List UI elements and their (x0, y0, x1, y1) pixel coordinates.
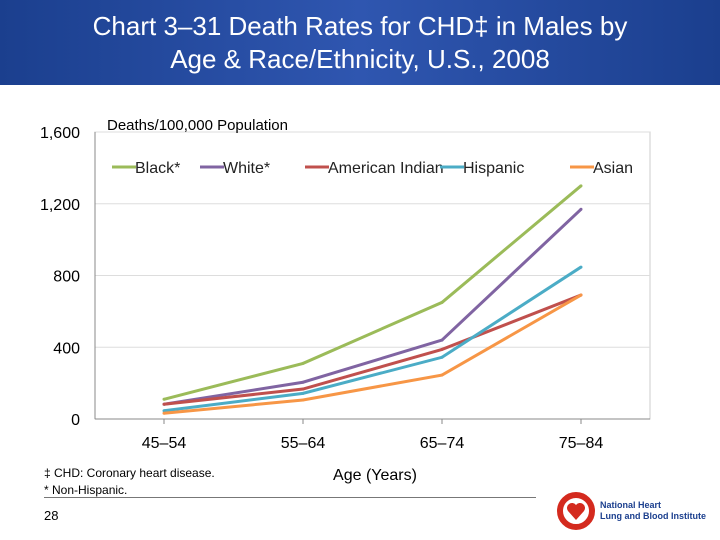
data-point (579, 184, 583, 188)
legend-label: Black* (135, 160, 180, 177)
x-tick-label: 45–54 (142, 435, 187, 452)
series-line-white- (163, 208, 583, 406)
x-axis-label: Age (Years) (333, 467, 417, 484)
footnote-chd: ‡ CHD: Coronary heart disease. (44, 466, 215, 480)
data-point (440, 373, 444, 377)
y-tick-label: 800 (53, 269, 80, 286)
data-point (579, 265, 583, 269)
data-point (162, 397, 166, 401)
nhlbi-logo-icon (557, 492, 595, 530)
data-point (440, 338, 444, 342)
data-point (440, 347, 444, 351)
data-point (162, 402, 166, 406)
data-point (579, 207, 583, 211)
data-point (301, 387, 305, 391)
title-line-2: Age & Race/Ethnicity, U.S., 2008 (170, 44, 550, 74)
data-point (301, 391, 305, 395)
y-axis-label: Deaths/100,000 Population (107, 117, 288, 134)
data-point (301, 398, 305, 402)
series-line-black- (163, 184, 582, 401)
footnote-divider (44, 497, 536, 498)
series-line-asian (163, 293, 582, 415)
series-line-hispanic (163, 265, 582, 413)
legend-label: Asian (593, 160, 633, 177)
title-line-1: Chart 3–31 Death Rates for CHD‡ in Males… (92, 11, 628, 41)
data-point (440, 355, 444, 359)
page-number: 28 (44, 508, 59, 523)
x-tick-label: 65–74 (420, 435, 465, 452)
data-point (162, 409, 166, 413)
legend-label: Hispanic (463, 160, 524, 177)
series-line-american-indian (163, 293, 582, 406)
legend-label: White* (223, 160, 270, 177)
data-point (162, 411, 166, 415)
y-tick-label: 1,200 (40, 197, 80, 214)
data-point (301, 361, 305, 365)
nhlbi-logo-text: National Heart Lung and Blood Institute (600, 500, 706, 521)
slide-title: Chart 3–31 Death Rates for CHD‡ in Males… (0, 0, 720, 85)
y-tick-label: 400 (53, 340, 80, 357)
data-point (579, 293, 583, 297)
y-tick-label: 0 (71, 412, 80, 429)
legend-label: American Indian (328, 160, 444, 177)
y-tick-label: 1,600 (40, 125, 80, 142)
footnote-non-hispanic: * Non-Hispanic. (44, 483, 128, 497)
data-point (440, 300, 444, 304)
x-tick-label: 75–84 (559, 435, 604, 452)
x-tick-label: 55–64 (281, 435, 326, 452)
data-point (301, 380, 305, 384)
